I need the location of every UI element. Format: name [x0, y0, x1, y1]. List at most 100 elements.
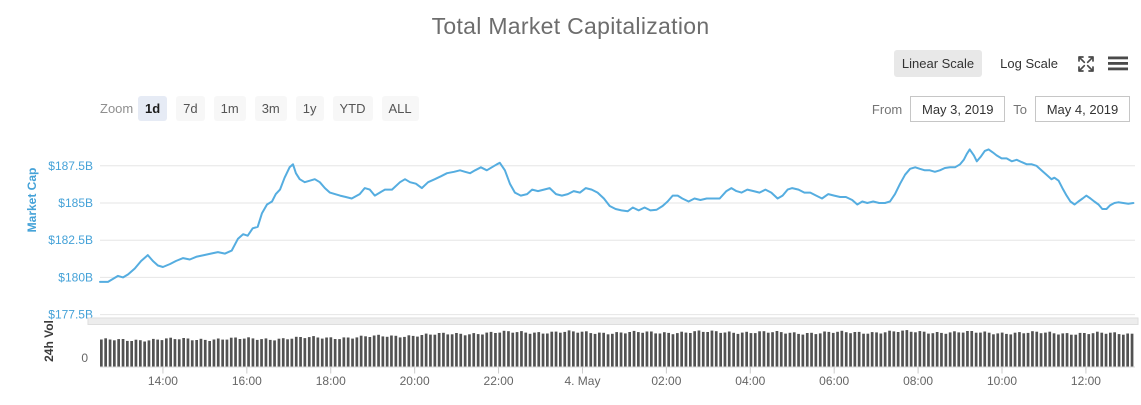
volume-bar: [203, 339, 207, 367]
volume-bar: [225, 339, 229, 367]
volume-bar: [277, 338, 281, 367]
hamburger-menu-icon[interactable]: [1106, 54, 1130, 73]
volume-bar: [152, 338, 155, 367]
volume-bar: [186, 338, 190, 367]
volume-bar: [104, 338, 107, 367]
volume-bar: [355, 337, 359, 367]
volume-bar: [524, 332, 528, 367]
volume-bar: [264, 338, 268, 367]
volume-bar: [1022, 333, 1026, 367]
zoom-button-1m[interactable]: 1m: [213, 96, 246, 121]
volume-bar: [1013, 332, 1017, 367]
volume-bar: [416, 336, 419, 367]
volume-bar: [377, 334, 380, 367]
volume-bar: [368, 337, 372, 367]
volume-bar: [1083, 333, 1086, 367]
volume-bar: [818, 333, 822, 367]
zoom-button-YTD[interactable]: YTD: [332, 96, 373, 121]
volume-bar: [693, 331, 696, 367]
log-scale-button[interactable]: Log Scale: [992, 50, 1066, 77]
zoom-button-1y[interactable]: 1y: [295, 96, 324, 121]
volume-bar: [325, 337, 328, 367]
volume-bar: [312, 336, 315, 367]
volume-bar: [857, 331, 861, 367]
volume-bar: [498, 332, 502, 367]
fullscreen-icon[interactable]: [1076, 54, 1096, 74]
volume-bar: [1035, 331, 1039, 367]
linear-scale-button[interactable]: Linear Scale: [893, 50, 983, 77]
volume-bar: [437, 333, 441, 367]
volume-bar: [433, 334, 437, 367]
pane-separator: [87, 317, 1139, 325]
volume-bar: [139, 340, 142, 367]
volume-bar: [1031, 331, 1034, 367]
volume-bar: [658, 333, 662, 367]
volume-bar: [598, 332, 601, 367]
volume-bar: [113, 340, 116, 367]
volume-bar: [273, 340, 276, 367]
volume-bar: [823, 331, 826, 367]
volume-bar: [762, 331, 766, 367]
volume-bar: [411, 335, 415, 367]
volume-bar: [779, 332, 783, 367]
volume-bar: [710, 330, 714, 367]
from-date-input[interactable]: [910, 96, 1006, 122]
volume-bar: [463, 335, 467, 367]
volume-axis-title: 24h Vol: [42, 320, 56, 362]
y-axis-tick-label: $180B: [58, 270, 93, 284]
volume-bar: [580, 331, 584, 367]
volume-bar: [753, 333, 757, 367]
volume-bar: [182, 338, 185, 367]
volume-bar: [801, 334, 805, 367]
volume-bar: [914, 332, 917, 367]
volume-bar: [749, 333, 753, 367]
volume-bar: [1061, 333, 1065, 367]
volume-bar: [481, 334, 484, 367]
volume-bar: [329, 337, 333, 367]
volume-bar: [992, 334, 995, 367]
volume-bar: [126, 340, 129, 367]
volume-bar: [970, 331, 974, 367]
to-date-input[interactable]: [1035, 96, 1130, 122]
volume-bar: [922, 331, 926, 367]
volume-bar: [1018, 332, 1021, 367]
volume-bar: [974, 332, 978, 367]
zoom-button-1d[interactable]: 1d: [138, 96, 168, 121]
volume-bar: [169, 337, 172, 367]
volume-bar: [883, 332, 887, 367]
volume-bar: [299, 337, 302, 367]
volume-bar: [701, 331, 705, 367]
zoom-button-ALL[interactable]: ALL: [381, 96, 419, 121]
volume-bar: [1117, 334, 1121, 367]
volume-bar: [403, 336, 406, 367]
market-cap-axis-title: Market Cap: [25, 168, 39, 233]
volume-bar: [645, 331, 649, 367]
volume-bar: [390, 335, 393, 367]
volume-bar: [472, 333, 476, 367]
volume-bar: [489, 331, 493, 367]
volume-bar: [836, 331, 839, 367]
volume-bar: [909, 331, 913, 367]
volume-bar: [654, 333, 657, 367]
volume-bar: [420, 335, 424, 367]
volume-bar: [844, 332, 848, 367]
volume-bar: [983, 331, 987, 367]
volume-bar: [719, 332, 722, 367]
volume-bar: [1052, 333, 1056, 367]
volume-bar: [567, 330, 571, 367]
volume-bar: [190, 340, 194, 367]
volume-bar: [987, 332, 991, 367]
volume-bar: [676, 333, 679, 367]
volume-bar: [650, 331, 653, 367]
volume-bar: [260, 339, 263, 367]
volume-bar: [351, 338, 354, 367]
zoom-button-3m[interactable]: 3m: [254, 96, 287, 121]
volume-bar: [792, 332, 796, 367]
volume-bar: [1057, 334, 1060, 367]
volume-bar: [455, 333, 458, 367]
volume-bar: [511, 332, 515, 367]
volume-bar: [996, 333, 1000, 367]
zoom-button-7d[interactable]: 7d: [176, 96, 205, 121]
volume-bar: [689, 333, 692, 367]
y-axis-tick-label: $187.5B: [48, 159, 93, 173]
